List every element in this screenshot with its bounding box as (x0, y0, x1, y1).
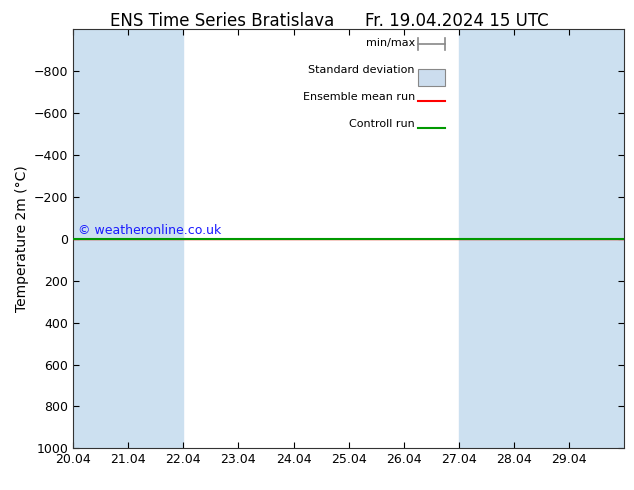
Bar (418, 69, 445, 86)
Text: Controll run: Controll run (349, 120, 415, 129)
Y-axis label: Temperature 2m (°C): Temperature 2m (°C) (15, 166, 29, 312)
Text: min/max: min/max (366, 38, 415, 48)
Bar (459, 29, 569, 448)
Bar (569, 29, 624, 448)
Text: Standard deviation: Standard deviation (308, 65, 415, 75)
Text: Ensemble mean run: Ensemble mean run (302, 92, 415, 102)
Bar (73, 29, 183, 448)
Text: ENS Time Series Bratislava: ENS Time Series Bratislava (110, 12, 334, 30)
Text: © weatheronline.co.uk: © weatheronline.co.uk (79, 224, 222, 237)
Text: Fr. 19.04.2024 15 UTC: Fr. 19.04.2024 15 UTC (365, 12, 548, 30)
